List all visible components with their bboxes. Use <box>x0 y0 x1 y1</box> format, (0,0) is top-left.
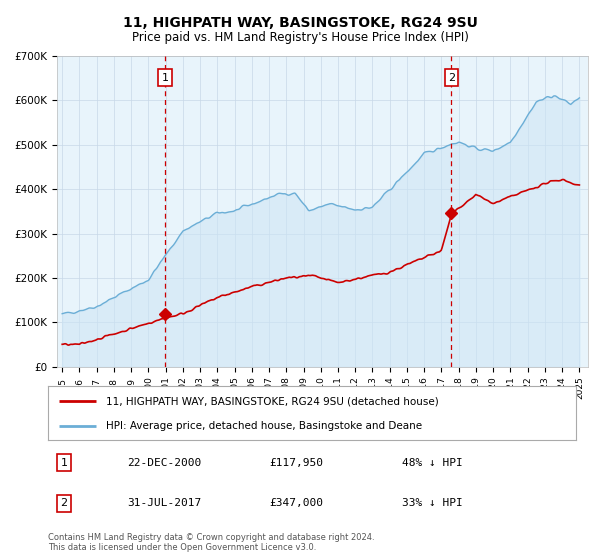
Text: Contains HM Land Registry data © Crown copyright and database right 2024.: Contains HM Land Registry data © Crown c… <box>48 533 374 542</box>
Text: 11, HIGHPATH WAY, BASINGSTOKE, RG24 9SU: 11, HIGHPATH WAY, BASINGSTOKE, RG24 9SU <box>122 16 478 30</box>
Text: 22-DEC-2000: 22-DEC-2000 <box>127 458 202 468</box>
Text: £347,000: £347,000 <box>270 498 324 508</box>
Text: 48% ↓ HPI: 48% ↓ HPI <box>402 458 463 468</box>
Text: 2: 2 <box>448 73 455 83</box>
Text: This data is licensed under the Open Government Licence v3.0.: This data is licensed under the Open Gov… <box>48 543 316 552</box>
Text: Price paid vs. HM Land Registry's House Price Index (HPI): Price paid vs. HM Land Registry's House … <box>131 31 469 44</box>
Text: 2: 2 <box>60 498 67 508</box>
Text: 33% ↓ HPI: 33% ↓ HPI <box>402 498 463 508</box>
Text: 31-JUL-2017: 31-JUL-2017 <box>127 498 202 508</box>
Text: 11, HIGHPATH WAY, BASINGSTOKE, RG24 9SU (detached house): 11, HIGHPATH WAY, BASINGSTOKE, RG24 9SU … <box>106 396 439 407</box>
Text: 1: 1 <box>61 458 67 468</box>
Text: HPI: Average price, detached house, Basingstoke and Deane: HPI: Average price, detached house, Basi… <box>106 421 422 431</box>
Text: 1: 1 <box>162 73 169 83</box>
Text: £117,950: £117,950 <box>270 458 324 468</box>
